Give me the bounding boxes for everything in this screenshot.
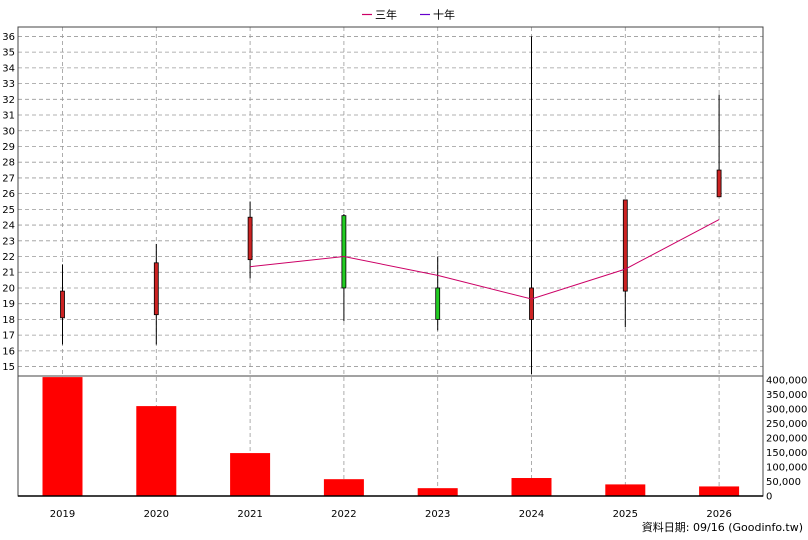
candle-body	[60, 290, 65, 319]
candle-body	[153, 262, 159, 316]
price-tick-label: 28	[2, 158, 15, 169]
price-grid	[17, 26, 764, 496]
price-panel-frame	[17, 26, 764, 377]
price-tick-label: 18	[2, 315, 15, 326]
volume-bar	[699, 486, 740, 496]
volume-tick-label: 100,000	[766, 463, 807, 474]
volume-tick-label: 50,000	[766, 477, 801, 488]
candlesticks	[60, 36, 722, 375]
candle-body	[435, 287, 441, 320]
volume-bar	[136, 406, 177, 496]
x-tick-label: 2024	[519, 509, 544, 520]
x-tick-label: 2019	[50, 509, 75, 520]
price-tick-label: 22	[2, 252, 15, 263]
volume-bars	[17, 375, 764, 497]
price-tick-label: 36	[2, 32, 15, 43]
series-line-0	[250, 219, 720, 300]
x-tick-label: 2021	[237, 509, 262, 520]
legend-label-0: 三年	[375, 8, 397, 22]
moving-average-lines	[250, 219, 720, 300]
price-tick-label: 34	[2, 63, 15, 74]
x-tick-label: 2026	[706, 509, 731, 520]
price-tick-label: 29	[2, 142, 15, 153]
price-tick-label: 20	[2, 283, 15, 294]
price-tick-label: 23	[2, 236, 15, 247]
price-tick-label: 15	[2, 362, 15, 373]
price-tick-label: 33	[2, 79, 15, 90]
price-tick-label: 30	[2, 126, 15, 137]
candle-body	[247, 216, 253, 261]
volume-bar	[323, 479, 364, 496]
price-tick-label: 19	[2, 299, 15, 310]
x-tick-label: 2025	[613, 509, 638, 520]
candle-body	[529, 287, 534, 320]
x-tick-label: 2022	[331, 509, 356, 520]
volume-tick-label: 300,000	[766, 405, 807, 416]
price-tick-label: 16	[2, 346, 15, 357]
candle-body	[341, 215, 347, 289]
price-tick-label: 26	[2, 189, 15, 200]
candle-body	[716, 169, 722, 198]
volume-bar	[230, 453, 271, 496]
volume-bar	[417, 488, 458, 496]
price-tick-label: 21	[2, 268, 15, 279]
volume-tick-label: 150,000	[766, 448, 807, 459]
x-tick-label: 2023	[425, 509, 450, 520]
volume-axis: 400,000 350,000 300,000 250,000 200,000 150,0…	[766, 376, 807, 503]
volume-tick-label: 0	[766, 492, 772, 503]
price-tick-label: 17	[2, 331, 15, 342]
footer-date-text: 資料日期: 09/16 (Goodinfo.tw)	[642, 520, 803, 534]
volume-tick-label: 400,000	[766, 376, 807, 387]
volume-tick-label: 350,000	[766, 390, 807, 401]
volume-tick-label: 250,000	[766, 419, 807, 430]
price-axis: 36 35 34 33 32 31 30 29 28 27 26 25 24 23 22 21 20 19 18 17…	[2, 32, 15, 373]
x-tick-label: 2020	[144, 509, 169, 520]
candle-body	[622, 199, 628, 292]
price-tick-label: 32	[2, 95, 15, 106]
price-tick-label: 25	[2, 205, 15, 216]
volume-panel-frame	[17, 375, 764, 497]
volume-bar	[511, 478, 552, 496]
volume-tick-label: 200,000	[766, 434, 807, 445]
legend-label-1: 十年	[433, 8, 455, 22]
price-tick-label: 27	[2, 173, 15, 184]
price-tick-label: 35	[2, 48, 15, 59]
volume-bar	[605, 484, 646, 496]
x-axis: 2019 2020 2021 2022 2023 2024 2025 2026	[50, 509, 732, 520]
legend: 三年 十年	[362, 8, 455, 22]
price-tick-label: 31	[2, 111, 15, 122]
volume-bar	[42, 377, 83, 496]
price-tick-label: 24	[2, 221, 15, 232]
